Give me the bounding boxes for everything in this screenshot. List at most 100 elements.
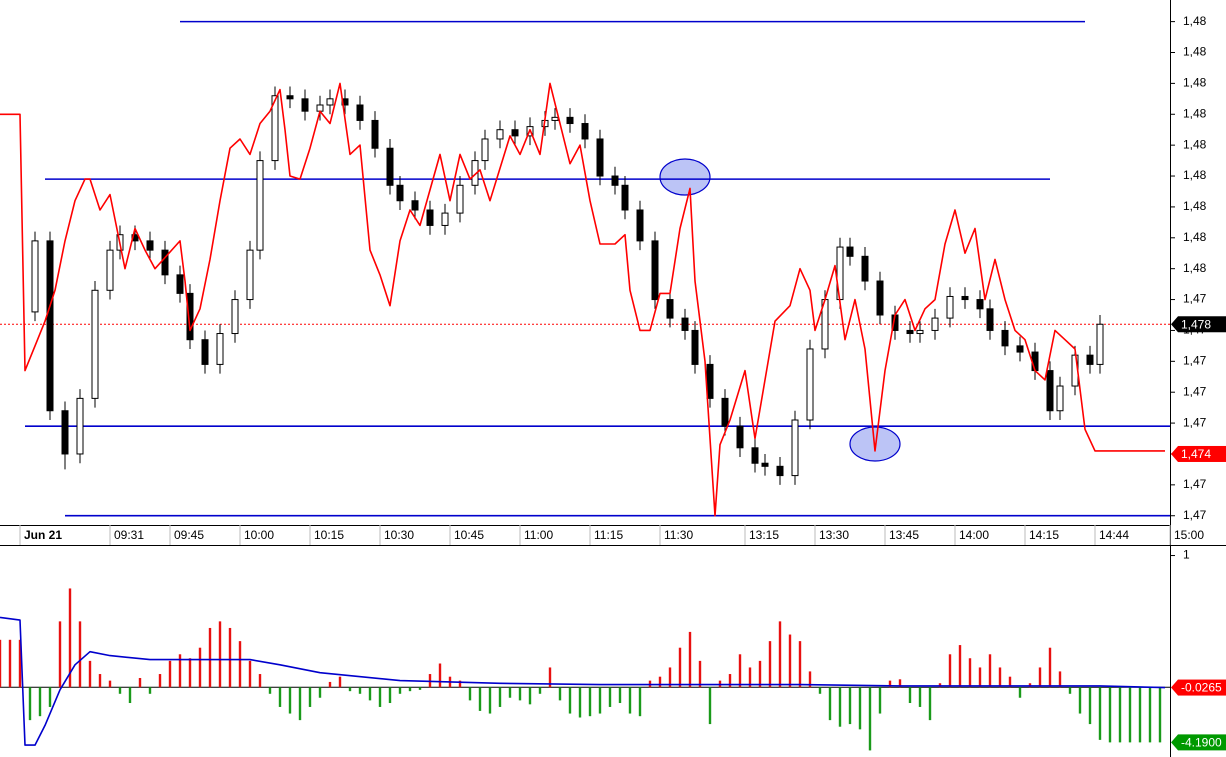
histogram-bar (268, 687, 272, 694)
histogram-bar (848, 687, 852, 725)
histogram-bar (878, 687, 882, 714)
candle-body (511, 129, 519, 137)
candle-body (76, 397, 84, 455)
histogram-bar (928, 687, 932, 721)
histogram-bar (758, 660, 762, 688)
histogram-bar (1038, 667, 1042, 688)
histogram-bar (528, 687, 532, 705)
candle-body (1031, 351, 1039, 372)
x-tick-label: 09:31 (114, 528, 144, 542)
y-tick-label: 1,48 (1183, 14, 1207, 28)
candle-body (411, 200, 419, 211)
candle-body (681, 317, 689, 331)
histogram-bar (1118, 687, 1122, 743)
histogram-bar (838, 687, 842, 727)
candle-body (706, 363, 714, 399)
candle-body (666, 299, 674, 319)
histogram-bar (308, 687, 312, 707)
histogram-bar (808, 671, 812, 688)
x-tick-label: Jun 21 (24, 528, 62, 542)
histogram-bar (1158, 687, 1162, 743)
histogram-bar (208, 627, 212, 688)
histogram-bar (728, 674, 732, 688)
histogram-bar (868, 687, 872, 751)
histogram-bar (668, 667, 672, 688)
histogram-bar (618, 687, 622, 704)
candle-body (751, 447, 759, 464)
histogram-bar (468, 687, 472, 701)
histogram-bar (518, 687, 522, 701)
y-tick-label: 1,47 (1183, 415, 1207, 429)
price-marker-pointer (1171, 734, 1178, 751)
price-marker-label: -4.1900 (1181, 736, 1222, 750)
x-tick-label: 10:15 (314, 528, 344, 542)
histogram-bar (888, 680, 892, 688)
histogram-bar (1098, 687, 1102, 740)
y-tick-label: 1,47 (1183, 353, 1207, 367)
price-marker (1178, 734, 1226, 751)
candle-body (456, 184, 464, 214)
histogram-bar (768, 641, 772, 688)
candle-body (91, 289, 99, 399)
candle-body (396, 184, 404, 202)
y-tick-label: 1,47 (1183, 508, 1207, 522)
histogram-bar (688, 631, 692, 688)
candle-body (721, 397, 729, 427)
x-tick-label: 13:15 (749, 528, 779, 542)
histogram-bar (578, 687, 582, 718)
histogram-bar (538, 687, 542, 694)
histogram-bar (58, 621, 62, 688)
candle-body (46, 240, 54, 412)
histogram-bar (798, 641, 802, 688)
histogram-bar (128, 687, 132, 704)
histogram-bar (368, 687, 372, 701)
candle-body (791, 419, 799, 477)
y-tick-label: 1,48 (1183, 106, 1207, 120)
x-tick-label: 10:45 (454, 528, 484, 542)
histogram-bar (48, 687, 52, 707)
histogram-bar (28, 687, 32, 721)
y-tick-label: 1,47 (1183, 477, 1207, 491)
candle-body (326, 98, 334, 106)
candle-body (286, 95, 294, 100)
y-tick-label: 1,48 (1183, 76, 1207, 90)
histogram-bar (108, 680, 112, 688)
price-marker-label: 1,478 (1181, 317, 1211, 331)
histogram-bar (898, 679, 902, 688)
candle-body (271, 95, 279, 162)
candle-body (806, 348, 814, 421)
histogram-bar (568, 687, 572, 714)
price-marker-pointer (1171, 445, 1178, 462)
histogram-bar (678, 647, 682, 688)
histogram-bar (1148, 687, 1152, 743)
histogram-bar (148, 687, 152, 694)
x-tick-label: 10:30 (384, 528, 414, 542)
histogram-bar (0, 639, 2, 688)
histogram-bar (388, 687, 392, 704)
histogram-bar (138, 677, 142, 688)
histogram-bar (358, 687, 362, 694)
histogram-bar (228, 627, 232, 688)
candle-body (426, 209, 434, 226)
histogram-bar (908, 687, 912, 704)
candle-body (736, 425, 744, 449)
x-tick-label: 14:44 (1099, 528, 1129, 542)
candle-body (371, 119, 379, 149)
candle-body (316, 104, 324, 112)
histogram-bar (438, 663, 442, 688)
histogram-bar (168, 660, 172, 688)
histogram-bar (488, 687, 492, 714)
histogram-bar (178, 654, 182, 688)
candle-body (441, 212, 449, 226)
histogram-bar (278, 687, 282, 707)
candle-body (611, 175, 619, 186)
histogram-bar (698, 660, 702, 688)
histogram-bar (558, 687, 562, 701)
histogram-bar (1068, 687, 1072, 694)
candle-body (1086, 354, 1094, 365)
histogram-bar (288, 687, 292, 714)
candle-body (761, 462, 769, 467)
histogram-bar (378, 687, 382, 707)
candle-body (976, 299, 984, 310)
